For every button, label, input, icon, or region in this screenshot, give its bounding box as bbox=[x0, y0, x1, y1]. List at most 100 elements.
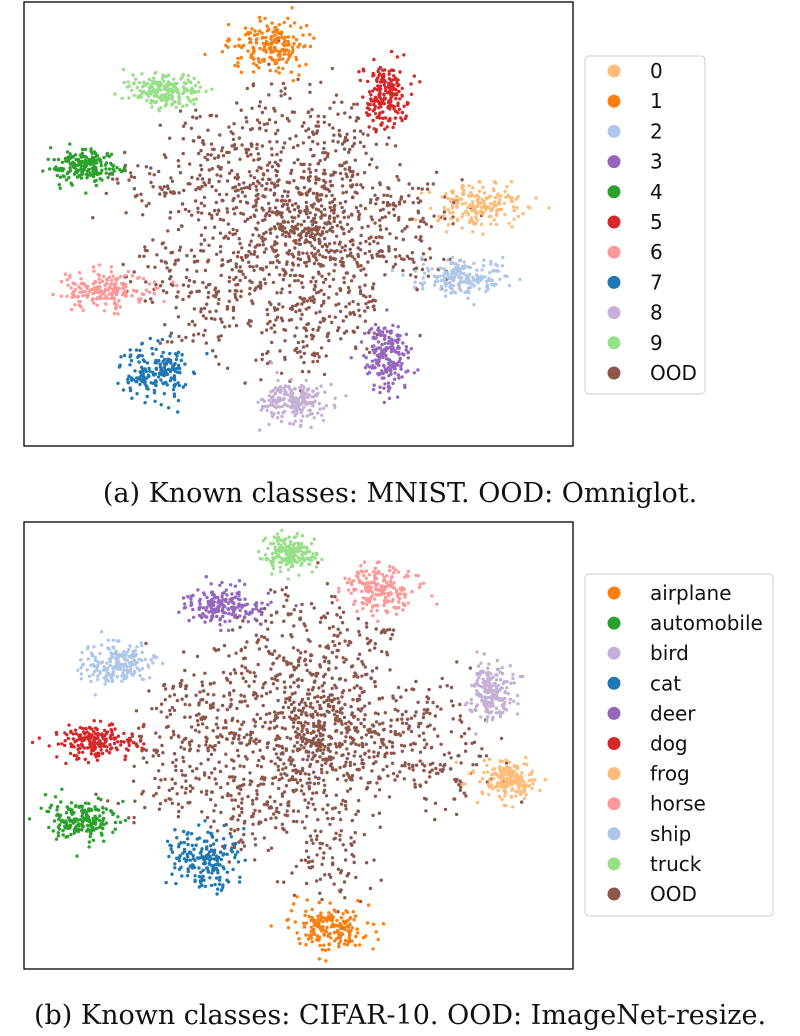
point bbox=[371, 89, 375, 93]
point bbox=[303, 826, 307, 830]
point bbox=[121, 388, 126, 392]
point bbox=[120, 96, 124, 101]
point bbox=[145, 394, 149, 399]
point bbox=[438, 266, 442, 270]
point bbox=[170, 705, 175, 710]
point bbox=[296, 278, 300, 283]
point bbox=[291, 819, 296, 824]
point bbox=[337, 326, 341, 330]
point bbox=[321, 280, 326, 285]
point bbox=[262, 782, 266, 786]
point bbox=[268, 231, 273, 235]
point bbox=[170, 340, 174, 344]
point bbox=[158, 192, 162, 196]
point bbox=[312, 730, 316, 734]
point bbox=[210, 167, 214, 171]
point bbox=[304, 704, 308, 708]
point bbox=[439, 287, 443, 291]
point bbox=[192, 102, 196, 106]
point bbox=[144, 91, 148, 96]
point bbox=[92, 269, 96, 273]
point bbox=[321, 807, 325, 811]
point bbox=[366, 903, 371, 907]
point bbox=[154, 791, 158, 796]
point bbox=[75, 295, 79, 299]
point bbox=[445, 281, 450, 285]
point bbox=[327, 661, 331, 665]
point bbox=[55, 173, 59, 178]
point bbox=[318, 644, 322, 648]
point bbox=[377, 775, 381, 779]
point bbox=[347, 302, 352, 306]
point bbox=[237, 792, 241, 796]
point bbox=[168, 277, 172, 281]
point bbox=[280, 204, 285, 208]
point bbox=[296, 727, 300, 731]
point bbox=[136, 94, 140, 99]
point bbox=[338, 615, 343, 619]
point bbox=[191, 786, 195, 790]
point bbox=[206, 757, 210, 762]
point bbox=[177, 248, 182, 252]
point bbox=[353, 136, 357, 140]
point bbox=[262, 232, 266, 236]
point bbox=[468, 666, 472, 670]
point bbox=[267, 46, 271, 50]
point bbox=[237, 737, 241, 741]
point bbox=[328, 822, 332, 827]
point bbox=[343, 639, 347, 643]
point bbox=[356, 809, 360, 813]
point bbox=[316, 328, 320, 332]
point bbox=[390, 741, 395, 745]
point bbox=[280, 776, 284, 780]
point bbox=[236, 786, 240, 790]
point bbox=[316, 177, 321, 181]
point bbox=[395, 717, 400, 722]
point bbox=[321, 737, 325, 742]
point bbox=[295, 227, 300, 231]
point bbox=[113, 290, 117, 294]
point bbox=[143, 248, 147, 252]
point bbox=[163, 104, 167, 108]
point bbox=[256, 221, 260, 225]
point bbox=[298, 350, 302, 354]
point bbox=[412, 778, 416, 782]
point bbox=[277, 778, 281, 782]
point bbox=[310, 244, 314, 248]
point bbox=[153, 776, 157, 781]
point bbox=[109, 161, 113, 165]
point bbox=[206, 295, 210, 299]
point bbox=[188, 291, 193, 295]
point bbox=[393, 144, 398, 148]
point bbox=[152, 391, 157, 395]
point bbox=[56, 157, 61, 162]
point bbox=[329, 183, 333, 188]
point bbox=[370, 217, 374, 222]
point bbox=[372, 102, 376, 107]
point bbox=[403, 227, 407, 231]
point bbox=[138, 89, 142, 93]
point bbox=[364, 861, 369, 865]
point bbox=[147, 689, 151, 693]
point bbox=[137, 377, 141, 381]
point bbox=[259, 765, 264, 769]
point bbox=[320, 213, 325, 217]
point bbox=[331, 139, 335, 143]
point bbox=[324, 959, 328, 963]
point bbox=[349, 184, 353, 188]
point bbox=[397, 178, 401, 182]
point bbox=[275, 737, 279, 741]
point bbox=[386, 389, 391, 393]
point bbox=[267, 394, 272, 398]
point bbox=[249, 239, 253, 243]
point bbox=[246, 49, 250, 53]
point bbox=[281, 267, 285, 272]
point bbox=[422, 768, 426, 773]
point bbox=[305, 628, 309, 632]
point bbox=[123, 282, 128, 287]
point bbox=[392, 213, 397, 218]
point bbox=[186, 284, 191, 288]
point bbox=[449, 217, 453, 221]
point bbox=[168, 136, 172, 140]
point bbox=[141, 277, 146, 281]
